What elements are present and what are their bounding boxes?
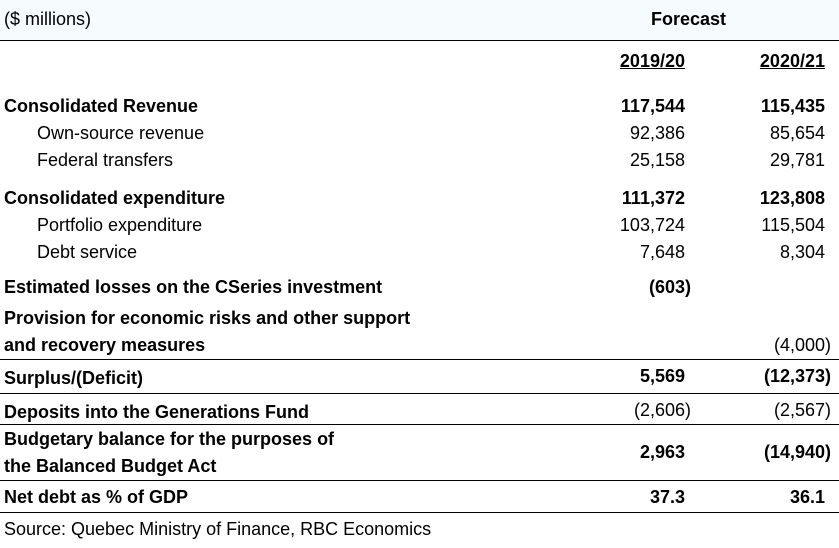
row-consolidated-expenditure-2020: 123,808 <box>759 188 825 208</box>
row-budgetary-2020: (14,940) <box>763 442 831 462</box>
row-consolidated-revenue-2019: 117,544 <box>620 96 685 116</box>
row-deposits-2020: (2,567) <box>773 400 831 420</box>
row-cseries-label: Estimated losses on the CSeries investme… <box>4 277 383 297</box>
row-deposits-label: Deposits into the Generations Fund <box>4 402 310 422</box>
row-portfolio-2020: 115,504 <box>761 215 825 235</box>
row-provision-2020: (4,000) <box>773 335 831 355</box>
row-debt-service-2020: 8,304 <box>779 242 825 262</box>
row-own-source-2020: 85,654 <box>769 123 825 143</box>
units-label: ($ millions) <box>4 9 92 29</box>
rule-deposits <box>0 424 839 425</box>
row-net-debt-2020: 36.1 <box>789 487 825 507</box>
year-2-heading: 2020/21 <box>759 51 825 71</box>
row-net-debt-2019: 37.3 <box>649 487 685 507</box>
row-consolidated-expenditure-2019: 111,372 <box>621 188 685 208</box>
row-net-debt-label: Net debt as % of GDP <box>4 487 189 507</box>
row-surplus-label: Surplus/(Deficit) <box>4 368 144 388</box>
forecast-heading: Forecast <box>651 9 727 29</box>
year-1-heading: 2019/20 <box>619 51 685 71</box>
header-band <box>0 0 839 41</box>
rule-provision <box>0 359 839 360</box>
row-debt-service-label: Debt service <box>37 242 138 262</box>
row-own-source-2019: 92,386 <box>629 123 685 143</box>
row-consolidated-revenue-label: Consolidated Revenue <box>4 96 199 116</box>
row-consolidated-expenditure-label: Consolidated expenditure <box>4 188 226 208</box>
header-rule <box>0 40 839 41</box>
row-provision-label-line2: and recovery measures <box>4 335 206 355</box>
row-debt-service-2019: 7,648 <box>639 242 685 262</box>
row-federal-2020: 29,781 <box>769 150 825 170</box>
rule-net-debt <box>0 512 839 513</box>
row-cseries-2019: (603) <box>648 277 691 297</box>
row-budgetary-2019: 2,963 <box>639 442 685 462</box>
row-surplus-2019: 5,569 <box>639 366 685 386</box>
row-provision-label-line1: Provision for economic risks and other s… <box>4 308 411 328</box>
row-federal-label: Federal transfers <box>37 150 174 170</box>
row-portfolio-label: Portfolio expenditure <box>37 215 203 235</box>
rule-surplus <box>0 393 839 394</box>
row-own-source-label: Own-source revenue <box>37 123 205 143</box>
rule-budgetary <box>0 480 839 481</box>
source-note: Source: Quebec Ministry of Finance, RBC … <box>4 519 432 539</box>
row-deposits-2019: (2,606) <box>633 400 691 420</box>
row-portfolio-2019: 103,724 <box>619 215 685 235</box>
row-surplus-2020: (12,373) <box>763 366 831 386</box>
row-budgetary-label-line1: Budgetary balance for the purposes of <box>4 429 335 449</box>
row-budgetary-label-line2: the Balanced Budget Act <box>4 456 217 476</box>
row-consolidated-revenue-2020: 115,435 <box>760 96 825 116</box>
row-federal-2019: 25,158 <box>629 150 685 170</box>
